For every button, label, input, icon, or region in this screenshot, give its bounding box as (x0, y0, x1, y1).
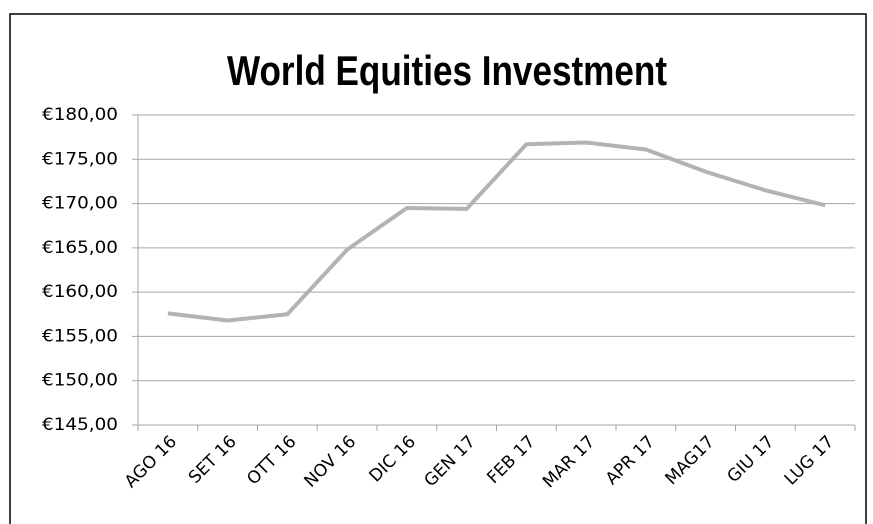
chart-title: World Equities Investment (227, 47, 667, 94)
y-tick-label: €180,00 (42, 105, 118, 125)
y-tick-label: €170,00 (42, 194, 118, 214)
y-tick-label: €175,00 (42, 149, 118, 169)
y-tick-label: €155,00 (42, 326, 118, 346)
y-tick-label: €160,00 (42, 282, 118, 302)
y-tick-label: €165,00 (42, 238, 118, 258)
y-tick-label: €150,00 (42, 371, 118, 391)
y-tick-label: €145,00 (42, 415, 118, 435)
chart-frame (9, 13, 867, 524)
line-series (167, 140, 826, 323)
